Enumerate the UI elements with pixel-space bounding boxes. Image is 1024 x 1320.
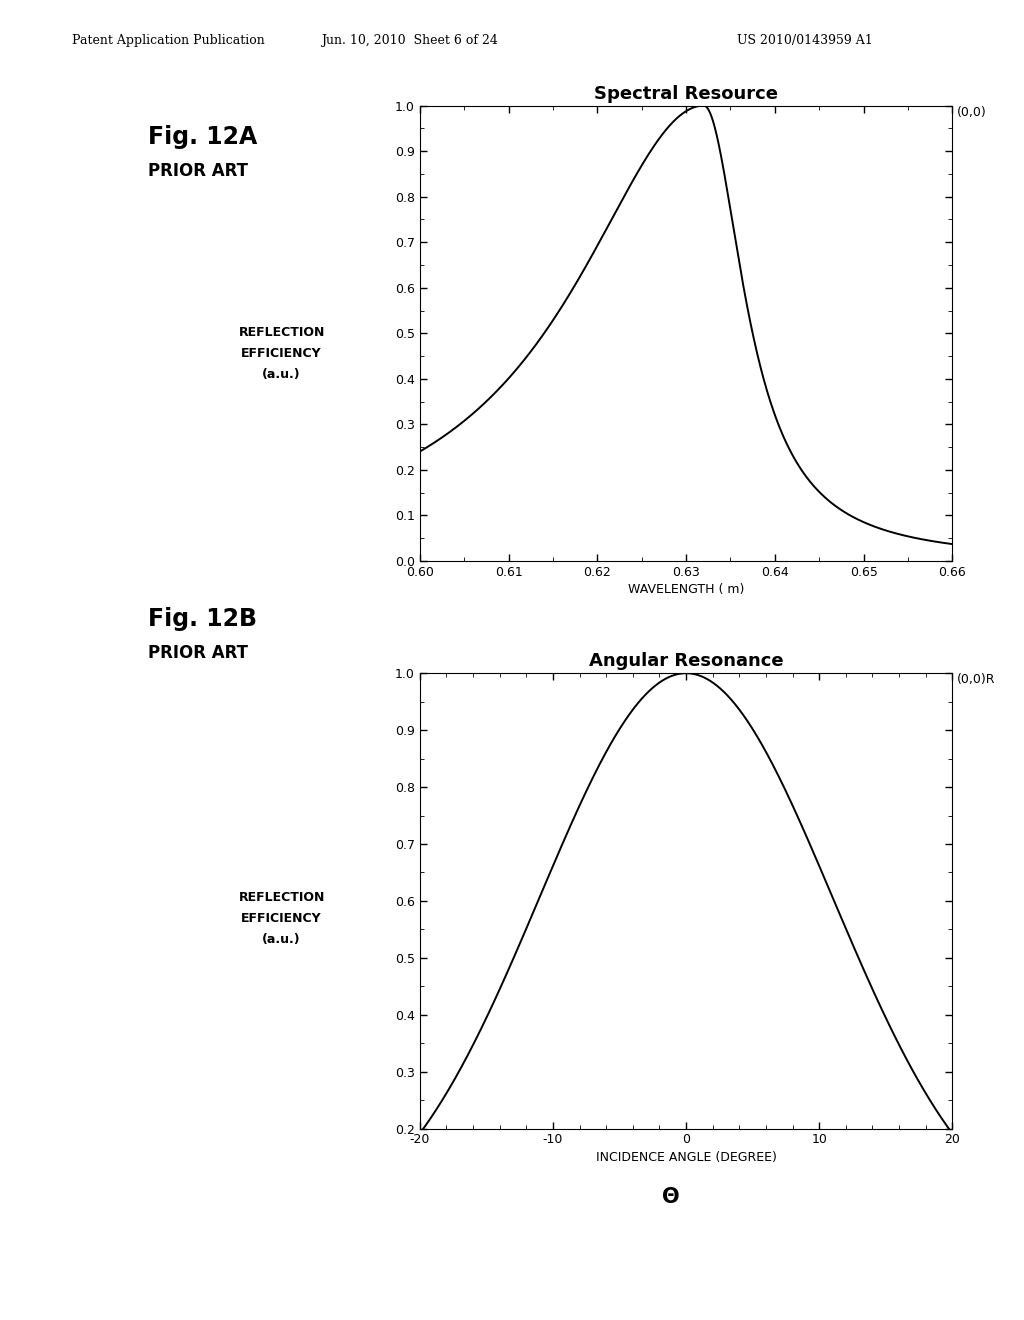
Text: (a.u.): (a.u.) bbox=[262, 368, 301, 381]
Text: PRIOR ART: PRIOR ART bbox=[148, 162, 249, 181]
Text: EFFICIENCY: EFFICIENCY bbox=[242, 347, 322, 360]
X-axis label: INCIDENCE ANGLE (DEGREE): INCIDENCE ANGLE (DEGREE) bbox=[596, 1151, 776, 1164]
Text: (a.u.): (a.u.) bbox=[262, 933, 301, 946]
Text: (0,0)R: (0,0)R bbox=[956, 673, 995, 686]
Text: Patent Application Publication: Patent Application Publication bbox=[72, 34, 264, 48]
Text: REFLECTION: REFLECTION bbox=[239, 326, 325, 339]
Text: REFLECTION: REFLECTION bbox=[239, 891, 325, 904]
Text: EFFICIENCY: EFFICIENCY bbox=[242, 912, 322, 925]
Text: US 2010/0143959 A1: US 2010/0143959 A1 bbox=[737, 34, 873, 48]
Text: Θ: Θ bbox=[662, 1187, 680, 1208]
Title: Spectral Resource: Spectral Resource bbox=[594, 84, 778, 103]
Text: (0,0): (0,0) bbox=[956, 106, 986, 119]
X-axis label: WAVELENGTH ( m): WAVELENGTH ( m) bbox=[628, 583, 744, 597]
Text: Fig. 12B: Fig. 12B bbox=[148, 607, 257, 631]
Title: Angular Resonance: Angular Resonance bbox=[589, 652, 783, 671]
Text: PRIOR ART: PRIOR ART bbox=[148, 644, 249, 663]
Text: Jun. 10, 2010  Sheet 6 of 24: Jun. 10, 2010 Sheet 6 of 24 bbox=[322, 34, 498, 48]
Text: Fig. 12A: Fig. 12A bbox=[148, 125, 258, 149]
